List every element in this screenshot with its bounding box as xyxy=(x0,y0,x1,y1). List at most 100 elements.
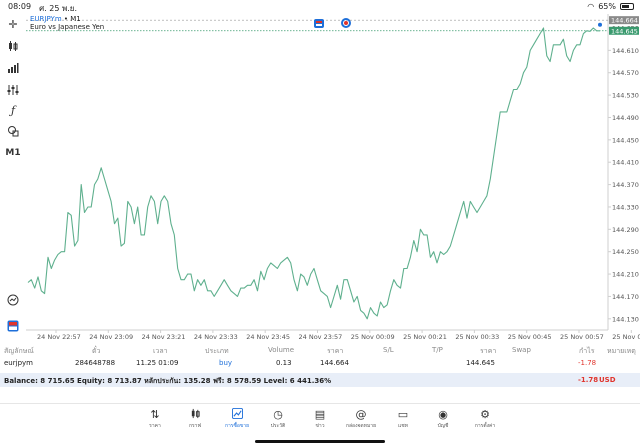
nav-charts-label: กราฟ xyxy=(188,423,202,429)
col-volume: Volume xyxy=(268,346,295,354)
price-tick-label: 144.450 xyxy=(612,136,639,144)
battery-icon xyxy=(620,3,634,10)
nav-settings-label: การตั้งค่า xyxy=(474,423,496,429)
zoom-fit-icon[interactable] xyxy=(4,292,22,308)
one-click-trading-icon[interactable] xyxy=(4,318,22,334)
col-comment: หมายเหตุ xyxy=(607,347,636,355)
nav-history-label: ประวัติ xyxy=(270,423,286,429)
history-icon: ◷ xyxy=(273,408,283,421)
status-time: 08:09 xyxy=(8,2,32,11)
time-tick-label: 24 Nov 23:33 xyxy=(194,333,238,341)
price-tick-label: 144.130 xyxy=(612,315,639,323)
quotes-icon: ⇅ xyxy=(150,408,160,421)
position-row[interactable]: eurjpym 284648788 11.25 01:09 buy 0.13 1… xyxy=(0,358,640,372)
order-volume: 0.13 xyxy=(276,359,292,367)
price-tick-label: 144.170 xyxy=(612,293,639,301)
price-tick-label: 144.530 xyxy=(612,92,639,100)
chart-symbol: EURJPYm xyxy=(30,15,62,23)
col-swap: Swap xyxy=(512,346,531,354)
col-sl: S/L xyxy=(383,346,394,354)
price-tick-label: 144.490 xyxy=(612,114,639,122)
bid-price-tag: 144.664 xyxy=(611,17,638,25)
chart-canvas[interactable]: 144.650144.610144.570144.530144.490144.4… xyxy=(26,14,640,344)
total-profit: -1.78 xyxy=(578,376,599,384)
price-tick-label: 144.410 xyxy=(612,159,639,167)
time-tick-label: 24 Nov 23:21 xyxy=(142,333,186,341)
nav-chat[interactable]: ▭ แชท xyxy=(381,408,425,430)
time-tick-label: 25 Nov 00:57 xyxy=(560,333,604,341)
order-ticket: 284648788 xyxy=(75,359,116,367)
price-chart[interactable]: 144.650144.610144.570144.530144.490144.4… xyxy=(26,14,640,344)
objects-icon[interactable] xyxy=(4,123,22,139)
bid-price-tag-bg xyxy=(609,16,639,25)
chart-type-icon[interactable] xyxy=(4,38,22,54)
nav-quotes-label: ราคา xyxy=(149,423,161,429)
mailbox-icon: @ xyxy=(355,408,367,421)
nav-settings[interactable]: ⚙ การตั้งค่า xyxy=(463,408,507,430)
crosshair-icon[interactable]: ✛ xyxy=(8,17,18,31)
price-tick-label: 144.610 xyxy=(612,47,639,55)
nav-chat-label: แชท xyxy=(398,423,408,429)
nav-quotes[interactable]: ⇅ ราคา xyxy=(133,408,177,430)
time-tick-label: 24 Nov 23:45 xyxy=(246,333,290,341)
timeframe-button[interactable]: M1 xyxy=(5,148,21,158)
battery-percent: 65% xyxy=(598,2,616,11)
bottom-navigation: ⇅ ราคา กราฟ การซื้อขาย ◷ ประวัติ ▤ ข่าว … xyxy=(0,403,640,447)
settings-sliders-icon[interactable] xyxy=(4,82,22,98)
time-tick-label: 25 Nov 00:21 xyxy=(403,333,447,341)
nav-trade-label: การซื้อขาย xyxy=(224,423,250,429)
status-date: ศ. 25 พ.ย. xyxy=(39,4,77,13)
ask-price-tag-bg xyxy=(609,26,639,35)
chart-title: EURJPYm • M1 Euro vs Japanese Yen xyxy=(30,15,104,31)
order-type: buy xyxy=(219,359,233,367)
nav-account[interactable]: ◉ บัญชี xyxy=(421,408,465,430)
chat-icon: ▭ xyxy=(397,408,409,421)
order-current-price: 144.645 xyxy=(466,359,495,367)
function-icon[interactable]: ƒ xyxy=(10,103,16,117)
price-series-line xyxy=(27,27,600,320)
nav-news[interactable]: ▤ ข่าว xyxy=(298,408,342,430)
last-tick-marker xyxy=(598,22,602,27)
account-currency: USD xyxy=(599,376,616,384)
col-profit: กำไร xyxy=(579,347,595,355)
price-tick-label: 144.250 xyxy=(612,248,639,256)
buy-button[interactable] xyxy=(341,18,351,28)
col-current-price: ราคา xyxy=(480,347,497,355)
nav-history[interactable]: ◷ ประวัติ xyxy=(256,408,300,430)
sell-button[interactable] xyxy=(314,19,324,28)
balance-summary: Balance: 8 715.65 Equity: 8 713.87 หลักป… xyxy=(4,377,332,385)
time-tick-label: 25 Nov 00:09 xyxy=(351,333,395,341)
wifi-icon: ◠ xyxy=(587,2,595,11)
positions-header: สัญลักษณ์ ตั๋ว เวลา ประเภท Volume ราคา S… xyxy=(0,345,640,356)
order-open-price: 144.664 xyxy=(320,359,349,367)
nav-news-label: ข่าว xyxy=(315,423,325,429)
time-tick-label: 25 Nov 00:45 xyxy=(508,333,552,341)
time-tick-label: 24 Nov 23:57 xyxy=(299,333,343,341)
col-time: เวลา xyxy=(153,347,168,355)
order-time: 11.25 01:09 xyxy=(136,359,179,367)
nav-charts[interactable]: กราฟ xyxy=(173,408,217,430)
indicators-icon[interactable] xyxy=(4,60,22,76)
news-icon: ▤ xyxy=(314,408,326,421)
price-tick-label: 144.290 xyxy=(612,226,639,234)
col-ticket: ตั๋ว xyxy=(92,347,101,355)
price-tick-label: 144.570 xyxy=(612,69,639,77)
nav-mailbox[interactable]: @ กล่องจดหมาย xyxy=(339,408,383,430)
price-tick-label: 144.330 xyxy=(612,203,639,211)
ask-price-tag: 144.645 xyxy=(611,27,638,35)
order-symbol: eurjpym xyxy=(4,359,33,367)
home-indicator xyxy=(255,440,385,443)
col-open-price: ราคา xyxy=(327,347,344,355)
price-tick-label: 144.370 xyxy=(612,181,639,189)
col-symbol: สัญลักษณ์ xyxy=(4,347,34,355)
balance-bar: Balance: 8 715.65 Equity: 8 713.87 หลักป… xyxy=(0,373,640,387)
chart-toolbar: ✛ ƒ M1 xyxy=(0,14,26,344)
col-type: ประเภท xyxy=(205,347,229,355)
trade-icon xyxy=(215,408,259,422)
nav-account-label: บัญชี xyxy=(437,423,449,429)
chart-timeframe: • M1 xyxy=(63,15,81,23)
col-tp: T/P xyxy=(432,346,443,354)
status-bar: 08:09 ศ. 25 พ.ย. ◠ 65% xyxy=(0,0,640,14)
nav-trade[interactable]: การซื้อขาย xyxy=(215,408,259,430)
time-tick-label: 24 Nov 22:57 xyxy=(37,333,81,341)
